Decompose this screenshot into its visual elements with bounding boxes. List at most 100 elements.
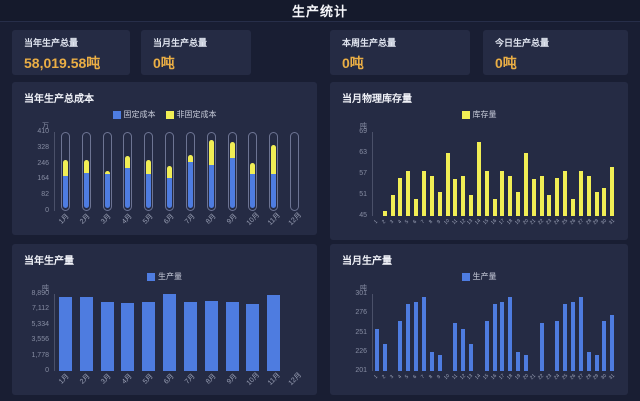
stat-label: 当年生产总量: [24, 38, 79, 48]
bar: [571, 199, 576, 216]
x-axis-label: 20: [521, 216, 529, 234]
x-axis-label: 14: [474, 371, 482, 389]
stat-value: 58,019.58吨: [24, 55, 101, 71]
thermometer-fill: [271, 135, 277, 208]
chart-title: 当月物理库存量: [342, 94, 412, 105]
bar-slot: [451, 132, 459, 216]
stat-value: 0吨: [342, 55, 364, 71]
x-axis-label: 2月: [75, 211, 96, 229]
legend-item[interactable]: 非固定成本: [165, 109, 217, 120]
bar-slot: [436, 294, 444, 371]
bar: [246, 303, 260, 371]
x-axis-label-text: 9月: [225, 373, 239, 386]
x-axis-label: 25: [561, 371, 569, 389]
bar-slot: [467, 132, 475, 216]
stacked-bar: [83, 135, 89, 208]
stat-label: 本周生产总量: [342, 38, 397, 48]
x-axis-label-text: 19: [513, 217, 522, 227]
x-axis-label: 9月: [221, 211, 242, 229]
x-axis-label-text: 10: [442, 372, 451, 382]
x-axis-label-text: 5: [404, 218, 411, 226]
x-axis-label: 5月: [138, 211, 159, 229]
bar-slot: [201, 294, 222, 371]
bar-slot: [420, 294, 428, 371]
x-axis-label: 30: [600, 216, 608, 234]
bar-slot: [397, 294, 405, 371]
bar: [390, 195, 395, 216]
x-axis-label: 9月: [221, 371, 242, 389]
bar-series: [54, 132, 305, 211]
x-axis-label: 10: [443, 371, 451, 389]
bar: [429, 175, 434, 216]
bar: [204, 300, 218, 371]
y-axis-tick: 328: [37, 143, 49, 151]
bar: [484, 320, 489, 371]
legend-item[interactable]: 生产量: [147, 271, 182, 282]
thermometer-capsule: [206, 132, 216, 211]
x-axis-label-text: 15: [482, 372, 491, 382]
x-axis-label-text: 25: [560, 217, 570, 227]
x-axis-label-text: 7: [420, 373, 427, 381]
bar: [421, 297, 426, 371]
x-axis-label: 19: [514, 216, 522, 234]
x-axis-label: 16: [490, 216, 498, 234]
panel-month-inventory-chart: 当月物理库存量 库存量 吨 69 63 57 51 45 1 2 3 4 5 6 7 8 9 10 11 12 1…: [330, 82, 628, 240]
x-axis-label-text: 1月: [58, 373, 72, 386]
x-axis-label-text: 11月: [266, 211, 282, 227]
bar: [382, 344, 387, 371]
bar-slot: [284, 132, 305, 211]
x-axis-label-text: 19: [513, 372, 522, 382]
x-axis-label: 21: [529, 371, 537, 389]
bar-slot: [55, 132, 76, 211]
thermometer-fill: [146, 135, 152, 208]
stat-label: 当月生产总量: [153, 38, 208, 48]
stacked-bar: [62, 135, 68, 208]
y-axis-tick: 45: [359, 212, 367, 219]
bar-slot: [76, 132, 97, 211]
bar-slot: [561, 294, 569, 371]
bar-slot: [499, 294, 507, 371]
x-axis-label: 18: [506, 371, 514, 389]
bar-slot: [138, 294, 159, 371]
page-header: 生产统计: [0, 0, 640, 22]
y-axis: 万 410 328 246 164 82 0: [24, 123, 54, 214]
bar-slot: [263, 132, 284, 211]
chart-legend: 生产量: [342, 271, 616, 282]
legend-item[interactable]: 库存量: [461, 109, 497, 120]
x-axis-label-text: 9: [435, 373, 443, 381]
x-axis-label-text: 5: [404, 373, 411, 381]
x-axis-label-text: 24: [552, 217, 562, 227]
x-axis-label-text: 8月: [204, 213, 218, 226]
x-axis-labels: 1月 2月 3月 4月 5月 6月 7月 8月 9月 10月 11月 12月: [54, 371, 305, 389]
bar: [578, 171, 583, 216]
legend-item[interactable]: 固定成本: [112, 109, 156, 120]
thermometer-fill: [125, 135, 131, 208]
y-axis-tick: 3,556: [31, 336, 49, 344]
bar-slot: [389, 294, 397, 371]
x-axis-label: 28: [584, 216, 592, 234]
bar-slot: [577, 132, 585, 216]
bar: [610, 314, 615, 371]
x-axis-label-text: 27: [576, 372, 585, 382]
x-axis-label: 8: [427, 216, 435, 234]
bar-slot: [284, 294, 305, 371]
thermometer-fill: [292, 135, 297, 208]
chart-plot: 万 410 328 246 164 82 0: [24, 123, 305, 214]
bar-slot: [436, 132, 444, 216]
bar-slot: [242, 294, 263, 371]
bar-slot: [553, 294, 561, 371]
x-axis-label: 14: [474, 216, 482, 234]
bar-slot: [530, 132, 538, 216]
x-axis-label-text: 15: [482, 217, 491, 227]
x-axis-label: 21: [529, 216, 537, 234]
bar: [578, 297, 583, 371]
bar: [267, 294, 281, 371]
legend-item[interactable]: 生产量: [461, 271, 497, 282]
stat-label: 今日生产总量: [495, 38, 550, 48]
x-axis-label-text: 18: [505, 217, 514, 227]
x-axis-label: 3: [388, 216, 396, 234]
x-axis-label-text: 5月: [142, 213, 155, 226]
stat-value: 0吨: [495, 55, 517, 71]
y-axis-tick: 410: [37, 128, 49, 135]
bar-slot: [138, 132, 159, 211]
